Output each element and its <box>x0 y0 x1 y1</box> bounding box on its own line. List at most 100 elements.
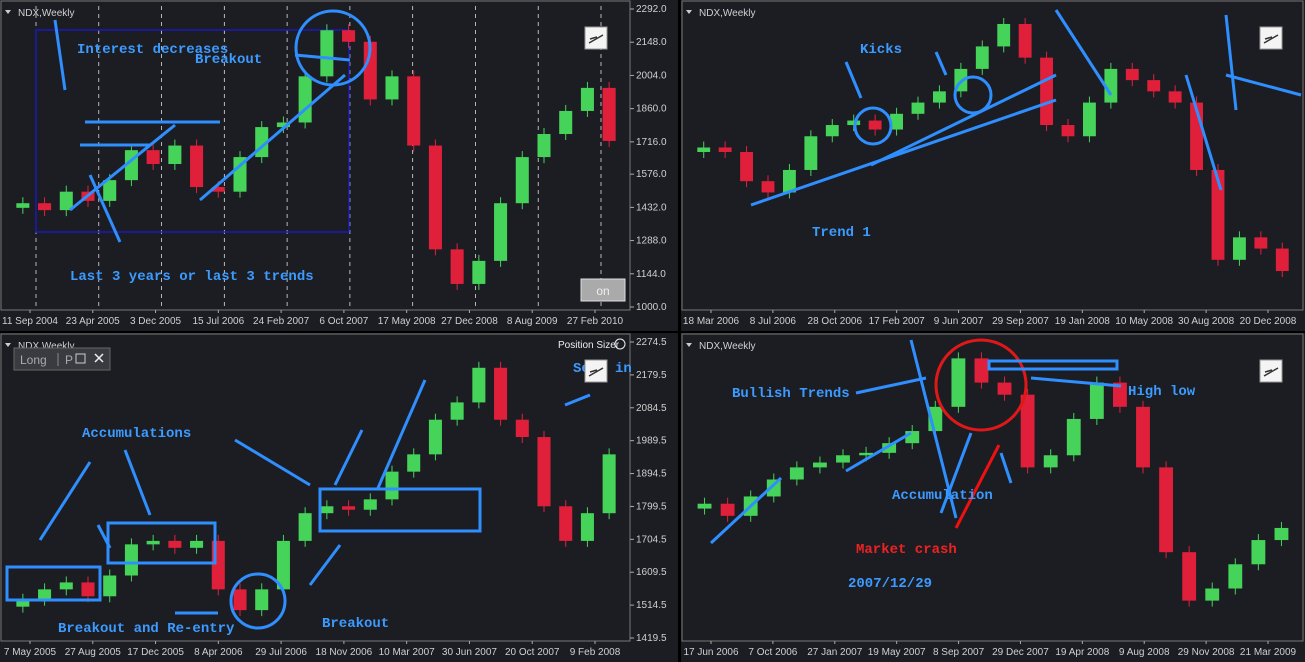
x-tick-label: 24 Feb 2007 <box>253 316 310 327</box>
x-tick-label: 30 Aug 2008 <box>1178 316 1235 327</box>
y-tick-label: 1860.0 <box>636 104 667 115</box>
y-tick-label: 1894.5 <box>636 469 667 480</box>
candle <box>450 402 464 420</box>
candle <box>515 419 529 438</box>
x-tick-label: 10 May 2008 <box>1115 316 1173 327</box>
candle <box>124 544 138 576</box>
trend-line <box>38 461 92 541</box>
annotation: Accumulation <box>892 488 993 504</box>
trend-line <box>934 51 948 76</box>
candle <box>559 110 573 135</box>
widget-panel <box>13 347 111 371</box>
x-tick-label: 19 Apr 2008 <box>1055 647 1109 658</box>
toggle-button[interactable] <box>580 278 626 302</box>
y-tick-label: 2148.0 <box>636 37 667 48</box>
candle <box>911 102 925 114</box>
x-tick-label: 29 Dec 2007 <box>992 647 1049 658</box>
y-tick-label: 1704.5 <box>636 534 667 545</box>
annotation: Market crash <box>856 542 957 558</box>
plot-frame <box>681 333 1304 642</box>
candle <box>836 455 850 463</box>
candle <box>580 87 594 111</box>
y-tick-label: 1432.0 <box>636 202 667 213</box>
candle <box>472 260 486 284</box>
y-tick-label: 1576.0 <box>636 169 667 180</box>
candle <box>1254 237 1268 249</box>
widget-close[interactable] <box>94 353 104 363</box>
candle <box>363 499 377 510</box>
x-tick-label: 27 Dec 2008 <box>441 316 498 327</box>
candle <box>602 87 616 141</box>
candle <box>450 249 464 284</box>
annotation: High low <box>1128 384 1196 400</box>
x-tick-label: 21 Mar 2009 <box>1240 647 1297 658</box>
y-tick-label: 2004.0 <box>636 70 667 81</box>
candle <box>1147 80 1161 92</box>
candle <box>1040 57 1053 126</box>
candle <box>168 540 182 548</box>
y-tick-label: 1799.5 <box>636 501 667 512</box>
widget-direction[interactable]: Long <box>20 353 47 367</box>
annotation: Last 3 years or last 3 trends <box>70 269 314 285</box>
candle <box>1061 125 1075 137</box>
x-tick-label: 15 Jul 2006 <box>192 316 244 327</box>
candle <box>38 589 52 600</box>
candle <box>472 367 486 403</box>
candle <box>974 358 989 383</box>
x-tick-label: 27 Jan 2007 <box>807 647 862 658</box>
candle <box>1104 68 1118 103</box>
candle <box>1168 91 1182 103</box>
x-tick-label: 29 Nov 2008 <box>1178 647 1235 658</box>
y-tick-label: 1609.5 <box>636 567 667 578</box>
candle <box>146 540 160 545</box>
y-tick-label: 2084.5 <box>636 403 667 414</box>
plot-frame <box>681 0 1304 311</box>
candle <box>1043 455 1058 468</box>
x-tick-label: 7 May 2005 <box>4 647 57 658</box>
candle <box>1228 564 1243 589</box>
range-box <box>35 29 350 233</box>
chart-panel: NDX,Weekly 18 Mar 2006 8 Jul 2006 28 Oct 20… <box>681 0 1305 331</box>
x-tick-label: 9 Jun 2007 <box>934 316 984 327</box>
annotation: 2007/12/29 <box>848 576 932 592</box>
x-tick-label: 9 Aug 2008 <box>1119 647 1170 658</box>
candle <box>580 513 594 541</box>
x-tick-label: 29 Jul 2006 <box>255 647 307 658</box>
y-tick-label: 1716.0 <box>636 137 667 148</box>
trend-line <box>53 19 67 91</box>
candle <box>1018 23 1032 58</box>
candle <box>1083 102 1096 137</box>
widget-panel-label[interactable]: P <box>65 353 73 367</box>
y-tick-label: 1288.0 <box>636 236 667 247</box>
annotation: Breakout <box>322 616 389 632</box>
candle <box>1159 467 1173 553</box>
trend-line <box>199 73 346 202</box>
candle <box>81 582 95 597</box>
candle <box>718 147 732 152</box>
chart-panel: NDX,Weekly 17 Jun 2006 7 Oct 2006 27 Jan 20… <box>681 333 1305 662</box>
candle <box>407 76 421 146</box>
highlight-circle <box>229 572 287 630</box>
candle <box>1125 68 1139 81</box>
trend-line <box>909 339 958 519</box>
candle <box>342 506 356 510</box>
widget-restore[interactable] <box>75 353 86 364</box>
symbol-label: NDX,Weekly <box>699 8 756 19</box>
candle <box>1233 237 1246 260</box>
trend-line <box>294 53 351 62</box>
candle <box>813 462 827 468</box>
candle <box>59 582 73 590</box>
trend-line <box>69 123 176 212</box>
x-tick-label: 18 Nov 2006 <box>316 647 373 658</box>
zone-box <box>318 487 482 533</box>
candle <box>103 180 117 201</box>
highlight-circle <box>934 338 1028 432</box>
candle <box>407 454 421 472</box>
candle <box>428 145 442 250</box>
chart-panel: NDX,Weekly 2274.5 2179.5 2084.5 1989.5 1894.5… <box>0 333 678 662</box>
candle <box>298 76 312 123</box>
symbol-label: NDX,Weekly <box>699 341 756 352</box>
chart-panel: NDX,Weekly 2292.0 2148.0 2004.0 1860.0 1716.0… <box>0 0 678 331</box>
y-tick-label: 1514.5 <box>636 600 667 611</box>
toggle-button-label[interactable]: on <box>596 284 609 298</box>
